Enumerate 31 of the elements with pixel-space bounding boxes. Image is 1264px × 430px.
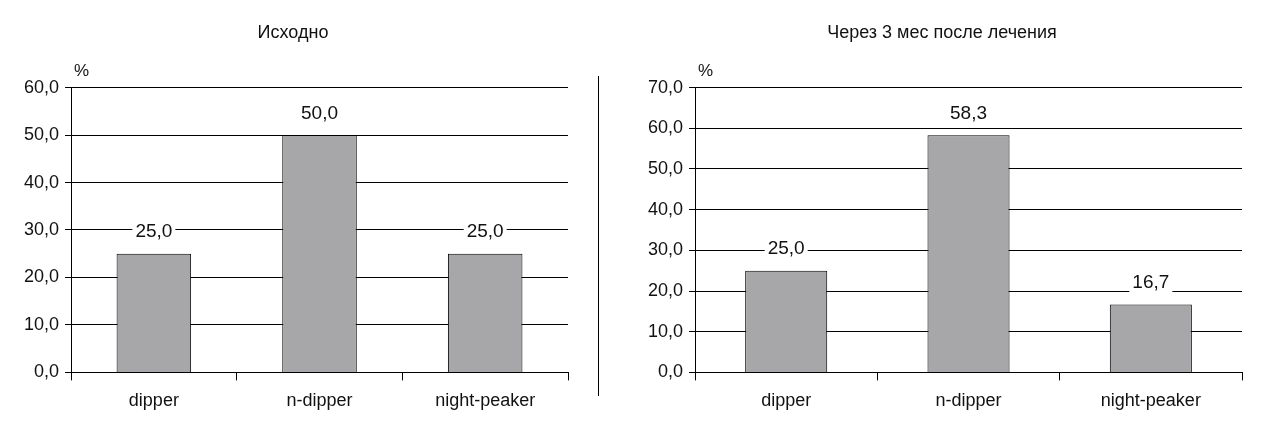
data-label: 25,0: [466, 220, 504, 242]
y-tick-label: 0,0: [658, 361, 684, 382]
data-label: 50,0: [301, 101, 339, 123]
y-tick-label: 70,0: [647, 76, 684, 97]
y-tick-label: 10,0: [23, 313, 60, 334]
y-tick-label: 50,0: [647, 157, 684, 178]
y-tick-label: 20,0: [23, 266, 60, 287]
chart-title: Исходно: [257, 21, 329, 42]
y-tick-label: 40,0: [23, 171, 60, 192]
y-tick-label: 0,0: [34, 361, 60, 382]
y-tick-label: 10,0: [647, 320, 684, 341]
y-tick-label: 20,0: [647, 280, 684, 300]
y-tick-label: 30,0: [647, 239, 684, 260]
x-tick-label: n-dipper: [286, 390, 353, 411]
chart-title: Через 3 мес после лечения: [827, 21, 1057, 42]
x-tick-label: night-peaker: [1100, 390, 1201, 411]
y-tick-label: 40,0: [647, 198, 684, 219]
data-label: 25,0: [135, 220, 173, 242]
y-tick-label: 60,0: [647, 117, 684, 138]
x-tick-label: dipper: [128, 390, 179, 411]
y-axis-title: %: [698, 60, 714, 80]
y-tick-label: 50,0: [23, 124, 60, 145]
data-label: 16,7: [1132, 271, 1170, 293]
data-label: 58,3: [950, 101, 988, 123]
x-tick-label: night-peaker: [435, 390, 536, 411]
y-axis-title: %: [74, 60, 90, 80]
y-tick-label: 30,0: [23, 218, 60, 239]
data-label: 25,0: [767, 237, 805, 259]
y-tick-label: 60,0: [23, 76, 60, 97]
x-tick-label: dipper: [761, 390, 812, 411]
x-tick-label: n-dipper: [935, 390, 1002, 411]
